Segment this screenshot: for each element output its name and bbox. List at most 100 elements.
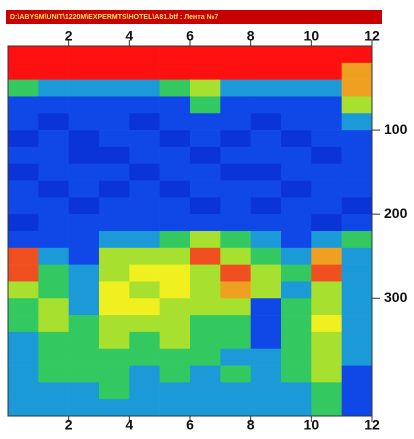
heat-cell bbox=[341, 382, 373, 400]
heat-cell bbox=[281, 399, 312, 417]
heat-cell bbox=[220, 62, 251, 80]
heat-cell bbox=[38, 399, 69, 417]
heat-cell bbox=[250, 365, 282, 383]
heat-cell bbox=[250, 197, 282, 215]
heat-cell bbox=[129, 96, 160, 114]
heat-cell bbox=[8, 146, 39, 165]
heat-cell bbox=[250, 315, 282, 333]
heat-cell bbox=[190, 197, 221, 215]
heat-cell bbox=[68, 113, 100, 131]
heat-cell bbox=[159, 113, 191, 131]
heat-cell bbox=[250, 180, 282, 198]
heat-cell bbox=[68, 46, 100, 64]
heat-cell bbox=[250, 247, 282, 265]
heat-cell bbox=[99, 197, 130, 215]
heat-cell bbox=[311, 130, 342, 148]
heat-cell bbox=[281, 130, 312, 148]
heat-cell bbox=[159, 130, 191, 148]
heat-cell bbox=[99, 130, 130, 148]
heat-cell bbox=[8, 46, 39, 64]
heat-cell bbox=[220, 79, 251, 97]
heat-cell bbox=[159, 331, 191, 350]
heat-cell bbox=[220, 315, 251, 333]
heat-cell bbox=[38, 146, 69, 165]
heat-cell bbox=[8, 331, 39, 350]
heat-cell bbox=[250, 382, 282, 400]
heat-cell bbox=[129, 79, 160, 97]
heat-cell bbox=[190, 281, 221, 299]
heat-cell bbox=[129, 163, 160, 181]
heat-cell bbox=[68, 264, 100, 282]
heat-cell bbox=[220, 264, 251, 282]
heat-cell bbox=[159, 180, 191, 198]
heat-cell bbox=[220, 146, 251, 165]
heat-cell bbox=[99, 348, 130, 366]
heat-cell bbox=[159, 46, 191, 64]
heat-cell bbox=[311, 298, 342, 316]
heat-cell bbox=[38, 315, 69, 333]
heat-cell bbox=[68, 365, 100, 383]
heat-cell bbox=[8, 96, 39, 114]
heat-cell bbox=[281, 298, 312, 316]
heat-cell bbox=[190, 298, 221, 316]
heat-cell bbox=[341, 348, 373, 366]
heat-cell bbox=[159, 399, 191, 417]
heat-cell bbox=[38, 130, 69, 148]
heat-cell bbox=[250, 264, 282, 282]
heat-cell bbox=[159, 315, 191, 333]
heat-cell bbox=[281, 163, 312, 181]
heat-cell bbox=[8, 130, 39, 148]
heat-cell bbox=[341, 315, 373, 333]
heat-cell bbox=[220, 197, 251, 215]
heat-cell bbox=[220, 399, 251, 417]
heat-cell bbox=[281, 197, 312, 215]
heat-cell bbox=[281, 96, 312, 114]
heat-cell bbox=[159, 231, 191, 249]
heat-cell bbox=[129, 315, 160, 333]
heat-cell bbox=[250, 130, 282, 148]
heat-cell bbox=[129, 113, 160, 131]
heat-cell bbox=[281, 315, 312, 333]
heat-cell bbox=[220, 365, 251, 383]
heat-cell bbox=[311, 62, 342, 80]
x-tick-label-bottom: 12 bbox=[364, 417, 380, 433]
heat-cell bbox=[38, 214, 69, 232]
heat-cell bbox=[190, 62, 221, 80]
heat-cell bbox=[190, 96, 221, 114]
heat-cell bbox=[38, 96, 69, 114]
heat-cell bbox=[8, 348, 39, 366]
heat-cell bbox=[341, 281, 373, 299]
heat-cell bbox=[68, 214, 100, 232]
heat-cell bbox=[311, 348, 342, 366]
heat-cell bbox=[190, 231, 221, 249]
heat-cell bbox=[220, 214, 251, 232]
heat-cell bbox=[311, 46, 342, 64]
heat-cell bbox=[220, 331, 251, 350]
heat-cell bbox=[38, 163, 69, 181]
heat-cell bbox=[68, 231, 100, 249]
heat-cell bbox=[99, 281, 130, 299]
heat-cell bbox=[341, 113, 373, 131]
heat-cell bbox=[129, 214, 160, 232]
heat-cell bbox=[38, 331, 69, 350]
heat-cell bbox=[159, 214, 191, 232]
heat-cell bbox=[341, 163, 373, 181]
heat-cell bbox=[281, 231, 312, 249]
heat-cell bbox=[99, 365, 130, 383]
heat-cell bbox=[281, 247, 312, 265]
x-tick-label-bottom: 10 bbox=[304, 417, 320, 433]
heat-cell bbox=[311, 264, 342, 282]
heat-cell bbox=[250, 113, 282, 131]
x-tick-label-top: 4 bbox=[125, 28, 133, 44]
heat-cell bbox=[8, 79, 39, 97]
heat-cell bbox=[68, 348, 100, 366]
heat-cell bbox=[341, 96, 373, 114]
heat-cell bbox=[38, 382, 69, 400]
heat-cell bbox=[341, 197, 373, 215]
heat-cell bbox=[220, 382, 251, 400]
heat-cell bbox=[129, 365, 160, 383]
heat-cell bbox=[99, 399, 130, 417]
heat-cell bbox=[129, 331, 160, 350]
heat-cell bbox=[159, 96, 191, 114]
heat-cell bbox=[159, 348, 191, 366]
